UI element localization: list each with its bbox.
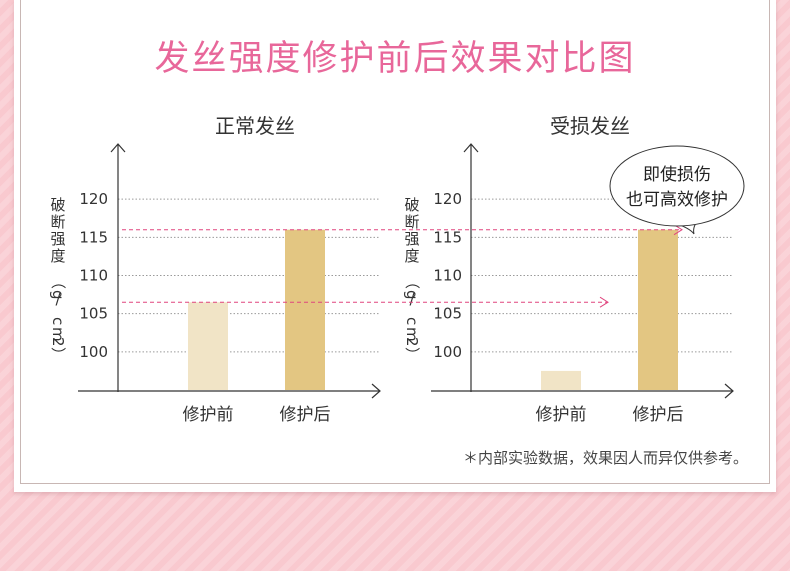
category-label: 修护后 — [633, 405, 684, 425]
y-axis-label-char: 度 — [404, 247, 419, 265]
y-axis-label-char: m — [49, 327, 67, 342]
y-axis-label-char: 断 — [50, 213, 65, 231]
y-axis-arrow — [463, 143, 479, 153]
callout-bubble — [609, 145, 745, 227]
bar-after — [285, 229, 325, 390]
y-axis-label-char: 强 — [404, 230, 419, 248]
x-axis-arrow — [371, 383, 381, 399]
y-tick-label: 120 — [79, 190, 108, 208]
y-axis-label-char: 破 — [50, 196, 65, 214]
y-tick-label: 115 — [79, 228, 108, 246]
category-label: 修护后 — [280, 405, 331, 425]
x-axis-arrow — [724, 383, 734, 399]
y-axis-label-char: g — [403, 290, 421, 300]
y-tick-label: 105 — [79, 305, 108, 323]
card-border — [20, 0, 770, 484]
y-axis-label-char: 2 — [403, 337, 421, 347]
bar-after — [638, 229, 678, 390]
y-axis-label-char: 破 — [404, 196, 419, 214]
guide-arrow-before — [599, 296, 609, 308]
y-axis-label-char: c — [49, 317, 67, 325]
page-title: 发丝强度修护前后效果对比图 — [154, 39, 636, 79]
callout-line-2: 也可高效修护 — [626, 190, 728, 210]
y-tick-label: 120 — [433, 190, 462, 208]
y-axis-label-char: ） — [49, 347, 67, 362]
y-axis-label-char: g — [49, 290, 67, 300]
footnote: ＊内部实验数据，效果因人而异仅供参考。 — [462, 449, 748, 467]
category-label: 修护前 — [536, 405, 587, 425]
category-label: 修护前 — [183, 405, 234, 425]
bar-before — [188, 302, 228, 390]
y-tick-label: 100 — [433, 343, 462, 361]
y-axis-label-char: 度 — [50, 247, 65, 265]
y-tick-label: 110 — [79, 267, 108, 285]
y-axis-label-char: / — [55, 290, 61, 308]
y-axis-label-char: 断 — [404, 213, 419, 231]
y-tick-label: 115 — [433, 228, 462, 246]
y-axis-label-char: 强 — [50, 230, 65, 248]
y-tick-label: 100 — [79, 343, 108, 361]
y-tick-label: 110 — [433, 267, 462, 285]
y-axis-label-char: m — [403, 327, 421, 342]
bar-before — [541, 370, 581, 390]
y-axis-label-char: ） — [403, 347, 421, 362]
panel-title: 正常发丝 — [215, 114, 295, 138]
y-tick-label: 105 — [433, 305, 462, 323]
y-axis-arrow — [110, 143, 126, 153]
y-axis-label-char: 2 — [49, 337, 67, 347]
y-axis-label-char: / — [409, 290, 415, 308]
y-axis-label-char: （ — [49, 274, 67, 289]
panel-title: 受损发丝 — [550, 114, 630, 138]
callout-line-1: 即使损伤 — [643, 164, 711, 185]
y-axis-label-char: c — [403, 317, 421, 325]
y-axis-label-char: （ — [403, 274, 421, 289]
